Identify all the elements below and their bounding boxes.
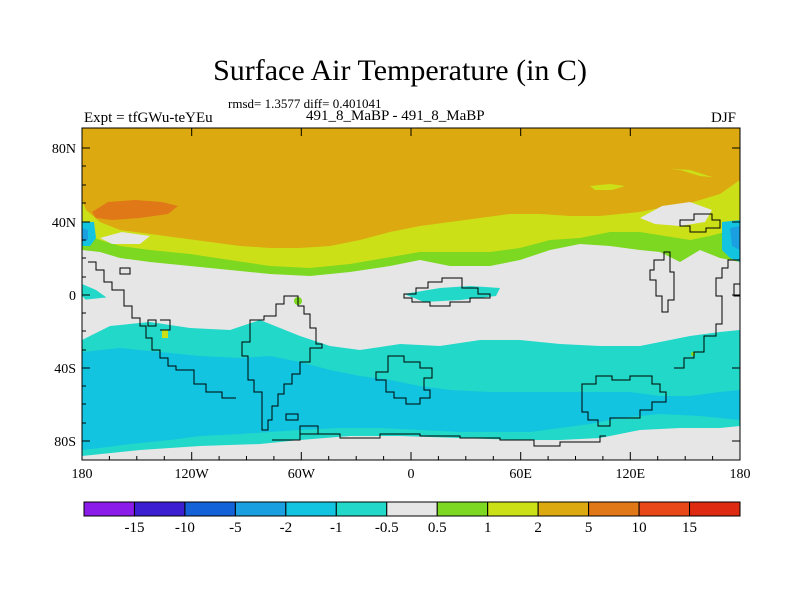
colorbar-swatch (83, 501, 135, 517)
coast-right-edge (674, 259, 740, 369)
experiment-label: Expt = tfGWu-teYEu (84, 110, 213, 126)
x-tick-label: 180 (730, 467, 751, 482)
colorbar-label: 5 (585, 520, 593, 536)
x-axis-tick-labels: 180 120W 60W 0 60E 120E 180 (72, 467, 751, 482)
field-patch-yellow-eurasia (590, 184, 625, 190)
colorbar-label: 0.5 (428, 520, 447, 536)
coast-east-asia (649, 251, 675, 313)
coast-australia (581, 375, 667, 427)
x-tick-label: 0 (408, 467, 415, 482)
colorbar-labels: -15 -10 -5 -2 -1 -0.5 0.5 1 2 5 10 15 (124, 520, 697, 536)
colorbar-label: -1 (330, 520, 343, 536)
coast-island-south-2 (299, 425, 319, 435)
field-patch-cold-ne-inner (730, 226, 740, 250)
colorbar-swatch (436, 501, 489, 517)
coast-island-pacific (119, 267, 131, 275)
field-patch-neutral-nw (100, 232, 150, 244)
coast-central-america (147, 319, 171, 331)
y-tick-label: 80N (52, 142, 76, 157)
coastlines (88, 213, 740, 447)
colorbar-label: -0.5 (375, 520, 399, 536)
colorbar-label: -10 (175, 520, 195, 536)
colorbar-swatch (133, 501, 186, 517)
colorbar (83, 501, 741, 517)
coast-africa (375, 355, 433, 405)
field-band-orange-north (82, 128, 740, 248)
colorbar-label: 1 (484, 520, 492, 536)
colorbar-label: -2 (280, 520, 293, 536)
y-tick-label: 40S (54, 362, 76, 377)
colorbar-swatch (487, 501, 539, 517)
colorbar-label: 15 (682, 520, 697, 536)
colorbar-swatch (234, 501, 287, 517)
field-patch-dark-orange (92, 200, 178, 220)
field-patch-neutral-south-pacific (82, 296, 262, 330)
x-tick-label: 120E (616, 467, 646, 482)
coast-island-south-1 (285, 413, 299, 421)
coast-right-edge-2 (733, 283, 740, 297)
x-tick-label: 60E (509, 467, 532, 482)
colorbar-swatch (184, 501, 236, 517)
coast-south-america (241, 295, 323, 431)
colorbar-label: -5 (229, 520, 242, 536)
colorbar-swatch (689, 501, 741, 517)
x-tick-label: 180 (72, 467, 93, 482)
colorbar-label: 2 (534, 520, 542, 536)
y-tick-label: 40N (52, 216, 76, 231)
y-tick-label: 80S (54, 435, 76, 450)
colorbar-swatch (638, 501, 691, 517)
colorbar-swatch (386, 501, 438, 517)
coast-equatorial-landmass (403, 277, 491, 307)
comparison-label: 491_8_MaBP - 491_8_MaBP (306, 108, 485, 124)
season-label: DJF (711, 110, 737, 126)
y-tick-label: 0 (69, 289, 76, 304)
x-tick-label: 120W (175, 467, 210, 482)
colorbar-swatch (285, 501, 337, 517)
colorbar-swatch (537, 501, 590, 517)
colorbar-label: 10 (632, 520, 647, 536)
x-tick-label: 60W (288, 467, 316, 482)
coast-antarctica (272, 433, 606, 447)
tick-marks (81, 128, 741, 460)
colorbar-swatch (335, 501, 388, 517)
coast-north-america (88, 261, 182, 371)
field-patch-cold-nw-inner (82, 228, 88, 242)
colorbar-swatch (588, 501, 640, 517)
map-title: Surface Air Temperature (in C) (213, 54, 587, 87)
coast-japan (679, 213, 721, 233)
y-axis-tick-labels: 80N 40N 0 40S 80S (52, 142, 76, 450)
field-dot-yellow-1 (162, 330, 168, 338)
field-patch-neutral-antarctic (82, 426, 740, 460)
stats-label: rmsd= 1.3577 diff= 0.401041 (228, 96, 382, 111)
field-band-blue-south (82, 348, 740, 450)
coast-west-gulf (182, 369, 236, 399)
colorbar-label: -15 (124, 520, 144, 536)
